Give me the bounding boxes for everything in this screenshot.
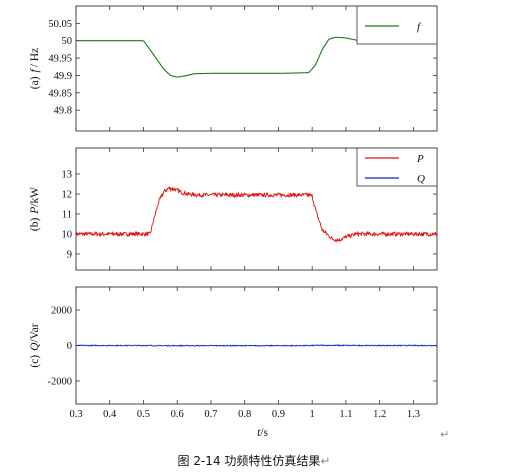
y-tick-label: 2000 [51,306,72,317]
frequency-x-ticks [75,6,414,131]
active-power-y-var: P [29,207,41,215]
time-axis-label: t/s [257,427,268,439]
paragraph-return-mark: ↵ [440,428,450,441]
time-axis-var: t [257,427,261,439]
y-tick-label: -2000 [48,376,73,387]
x-tick-label: 1 [310,409,315,420]
active-power-legend-box [356,147,438,187]
caption-return-mark: ↵ [320,454,331,468]
active-power-legend: P Q [356,147,438,187]
y-tick-label: 12 [62,190,73,201]
x-tick-label: 0.3 [69,409,82,420]
x-tick-label: 1.2 [373,409,386,420]
active-power-panel: 9 10 11 12 13 (b) P/kW P Q [29,147,438,271]
y-tick-label: 10 [62,230,73,241]
time-axis-unit: /s [260,427,268,439]
y-tick-label: 49.95 [48,54,72,65]
legend-f-label: f [417,21,422,33]
reactive-power-y-label: (c) Q/Var [29,323,41,367]
frequency-legend: f [356,5,438,45]
y-tick-label: 49.8 [54,106,72,117]
reactive-power-y-ticks: -2000 0 2000 [48,306,437,387]
y-tick-label: 50 [62,36,73,47]
y-tick-label: 0 [67,341,72,352]
reactive-power-y-unit: /Var [29,323,41,342]
figure-caption-text: 图 2-14 功频特性仿真结果 [177,454,321,468]
active-power-series [76,185,437,243]
x-tick-label: 0.8 [238,409,251,420]
frequency-plot-frame [75,5,438,132]
reactive-power-panel-label: (c) [29,355,41,368]
x-tick-label: 0.4 [103,409,117,420]
series-line-q [76,344,437,347]
frequency-y-label: (a) f/ Hz [29,48,41,89]
y-tick-label: 13 [62,170,73,181]
x-tick-label: 0.6 [171,409,184,420]
reactive-power-y-var: Q [29,342,41,351]
x-tick-label: 0.9 [272,409,285,420]
frequency-panel-label: (a) [29,76,41,89]
x-tick-label: 1.1 [339,409,352,420]
x-tick-label: 0.5 [137,409,150,420]
legend-p-label: P [416,153,424,165]
frequency-y-var: f [29,67,41,72]
y-tick-label: 50.05 [48,19,72,30]
time-axis-tick-labels: 0.3 0.4 0.5 0.6 0.7 0.8 0.9 1 1.1 1.2 1.3 [69,409,420,420]
active-power-plot-frame [75,147,438,271]
active-power-panel-label: (b) [29,218,41,232]
y-tick-label: 49.85 [48,88,72,99]
frequency-y-unit: / Hz [29,48,41,67]
reactive-power-plot-frame [75,286,438,405]
series-line-p [76,185,437,243]
x-tick-label: 0.7 [204,409,217,420]
active-power-x-ticks [75,148,414,270]
figure-caption: 图 2-14 功频特性仿真结果↵ [0,452,508,469]
y-tick-label: 49.9 [54,71,72,82]
y-tick-label: 9 [67,250,72,261]
y-tick-label: 11 [62,210,72,221]
legend-q-label: Q [417,173,425,185]
frequency-legend-box [356,5,438,45]
active-power-y-unit: /kW [29,187,41,207]
active-power-y-label: (b) P/kW [29,187,41,231]
x-tick-label: 1.3 [407,409,420,420]
reactive-power-series [76,344,437,347]
